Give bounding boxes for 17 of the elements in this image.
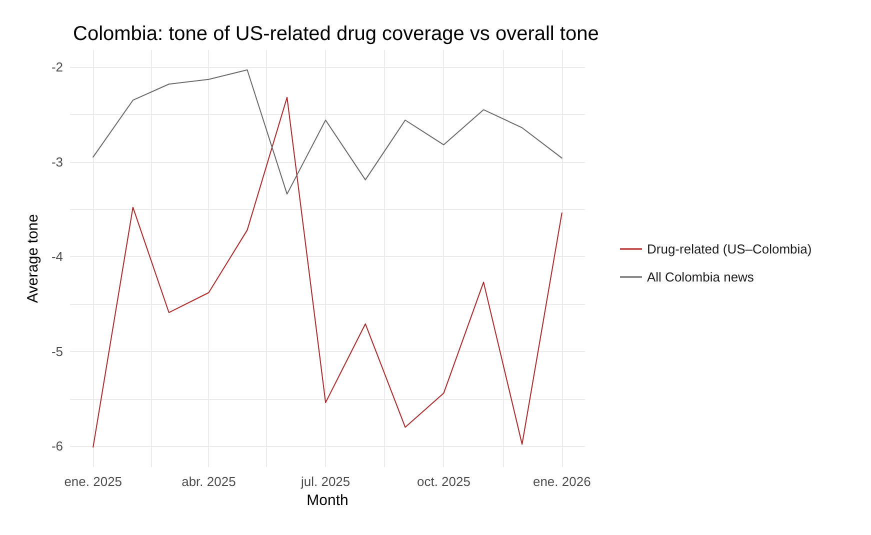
x-tick-label: ene. 2026: [532, 474, 591, 489]
x-axis-title: Month: [306, 492, 348, 509]
legend-label: Drug-related (US–Colombia): [647, 242, 812, 256]
y-tick-label: -3: [51, 154, 63, 170]
x-tick-label: ene. 2025: [64, 474, 122, 489]
y-tick-label: -5: [51, 344, 63, 359]
y-axis-title: Average tone: [24, 214, 42, 303]
y-tick-label: -4: [51, 249, 63, 264]
x-tick-label: jul. 2025: [300, 474, 350, 489]
x-tick-label: abr. 2025: [182, 474, 236, 489]
line-series: [92, 69, 562, 195]
legend-label: All Colombia news: [647, 270, 754, 284]
y-tick-label: -6: [51, 438, 63, 454]
y-tick-label: -2: [51, 60, 63, 75]
x-tick-label: oct. 2025: [416, 474, 470, 489]
chart-title: Colombia: tone of US-related drug coverage vs overall tone: [73, 23, 599, 45]
line-series: [92, 96, 562, 448]
